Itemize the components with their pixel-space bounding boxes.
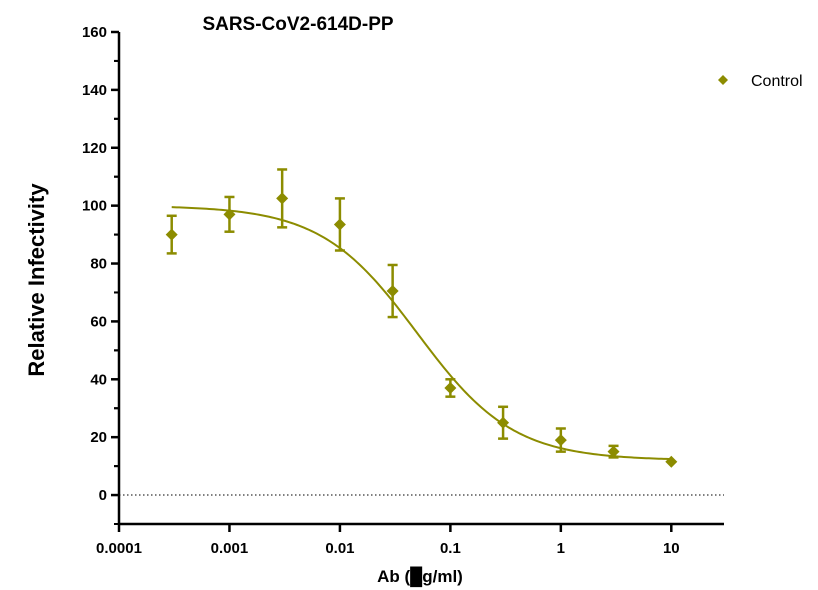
x-tick-label: 1: [557, 540, 565, 557]
legend: Control: [718, 73, 803, 90]
x-tick-label: 10: [663, 540, 680, 557]
y-tick-label: 0: [99, 487, 107, 504]
y-tick-label: 40: [90, 371, 107, 388]
data-point: [223, 208, 236, 221]
y-tick-label: 20: [90, 429, 107, 446]
plot-area: 0 20 40 60 80 100 120 140 160 0.0001 0.001 0.01 0.1 1…: [82, 24, 724, 557]
y-tick-label: 160: [82, 24, 107, 41]
y-tick-label: 100: [82, 198, 107, 215]
data-point: [276, 192, 289, 205]
data-point: [333, 218, 346, 231]
legend-marker: [718, 75, 728, 85]
x-tick-label: 0.001: [211, 540, 249, 557]
y-axis-title: Relative Infectivity: [24, 183, 49, 377]
data-point: [607, 445, 620, 458]
data-point: [386, 285, 399, 298]
x-tick-label: 0.01: [325, 540, 354, 557]
y-tick-label: 80: [90, 256, 107, 273]
x-axis-title: Ab (█g/ml): [377, 566, 463, 588]
data-point: [665, 455, 678, 468]
data-point: [554, 434, 567, 447]
legend-label: Control: [751, 73, 803, 90]
data-point: [444, 381, 457, 394]
fit-curve: [171, 206, 672, 461]
x-tick-label: 0.0001: [96, 540, 142, 557]
y-tick-label: 60: [90, 313, 107, 330]
chart-title: SARS-CoV2-614D-PP: [202, 14, 393, 35]
y-tick-label: 140: [82, 82, 107, 99]
x-tick-label: 0.1: [440, 540, 461, 557]
data-point: [497, 416, 510, 429]
data-point: [165, 228, 178, 241]
y-tick-label: 120: [82, 140, 107, 157]
